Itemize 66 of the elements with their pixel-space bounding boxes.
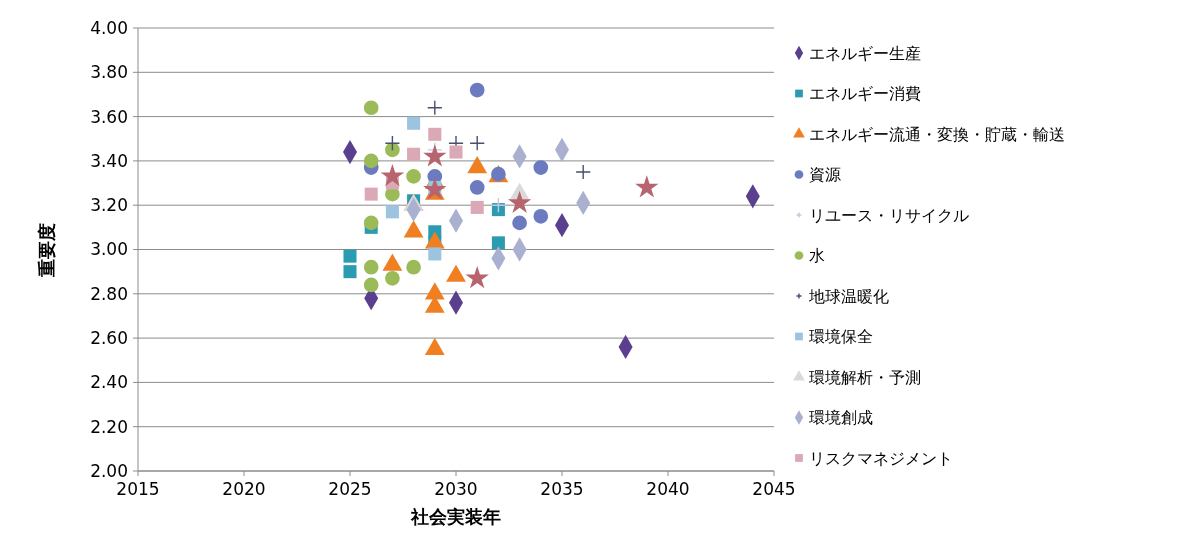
point	[384, 135, 401, 151]
y-tick-label: 2.40	[90, 372, 128, 393]
point	[469, 180, 485, 195]
x-tick-label: 2015	[116, 479, 160, 499]
y-tick-label: 3.20	[90, 195, 128, 216]
legend-label: リスクマネジメント	[809, 448, 953, 468]
legend-label: 水	[809, 246, 825, 266]
x-tick-label: 2025	[328, 479, 372, 499]
y-tick-label: 2.60	[90, 328, 128, 349]
point	[533, 208, 549, 224]
point	[406, 169, 421, 184]
point	[363, 153, 379, 169]
point	[343, 249, 357, 263]
y-tick-label: 3.00	[90, 239, 128, 260]
legend-label: 資源	[809, 165, 841, 185]
point	[469, 82, 485, 98]
point	[380, 164, 405, 187]
point	[490, 197, 507, 213]
legend-label: 環境保全	[809, 327, 873, 347]
point	[406, 259, 421, 275]
point	[385, 205, 399, 219]
point	[363, 277, 379, 293]
legend-label: エネルギー生産	[809, 43, 921, 63]
y-tick-label: 3.40	[90, 150, 128, 171]
point	[385, 270, 400, 286]
point	[470, 200, 484, 214]
y-tick-label: 4.00	[90, 17, 128, 38]
point	[533, 160, 549, 175]
legend-label: 環境創成	[809, 408, 873, 428]
x-tick-label: 2030	[434, 479, 478, 499]
legend-label: エネルギー流通・変換・貯蔵・輸送	[809, 124, 1065, 144]
y-tick-label: 2.20	[90, 416, 128, 437]
point	[491, 236, 505, 250]
x-tick-label: 2020	[222, 479, 266, 499]
x-tick-label: 2045	[752, 479, 796, 499]
legend-label: 地球温暖化	[808, 286, 889, 306]
point	[428, 247, 442, 261]
y-tick-label: 2.80	[90, 283, 128, 304]
point	[507, 190, 532, 213]
x-tick-label: 2040	[646, 479, 690, 499]
legend-label: リユース・リサイクル	[809, 205, 969, 225]
y-tick-label: 3.80	[90, 62, 128, 83]
x-axis-title: 社会実装年	[410, 506, 501, 527]
point	[449, 145, 463, 159]
point	[363, 100, 379, 116]
point	[465, 265, 489, 289]
point	[343, 265, 357, 279]
y-axis-title: 重要度	[36, 222, 57, 278]
point	[635, 175, 659, 198]
point	[427, 99, 443, 116]
point	[423, 144, 447, 167]
point	[428, 127, 442, 141]
point	[469, 135, 485, 151]
point	[364, 187, 378, 201]
point	[575, 164, 591, 180]
y-tick-label: 2.00	[90, 460, 128, 481]
point	[363, 259, 379, 275]
point	[363, 215, 379, 231]
point	[512, 215, 527, 231]
y-tick-label: 3.60	[90, 106, 128, 127]
x-tick-label: 2035	[540, 479, 584, 499]
legend-label: 環境解析・予測	[809, 367, 921, 387]
point	[407, 147, 421, 161]
point	[407, 116, 421, 130]
legend-label: エネルギー消費	[809, 84, 921, 104]
point	[423, 177, 447, 200]
